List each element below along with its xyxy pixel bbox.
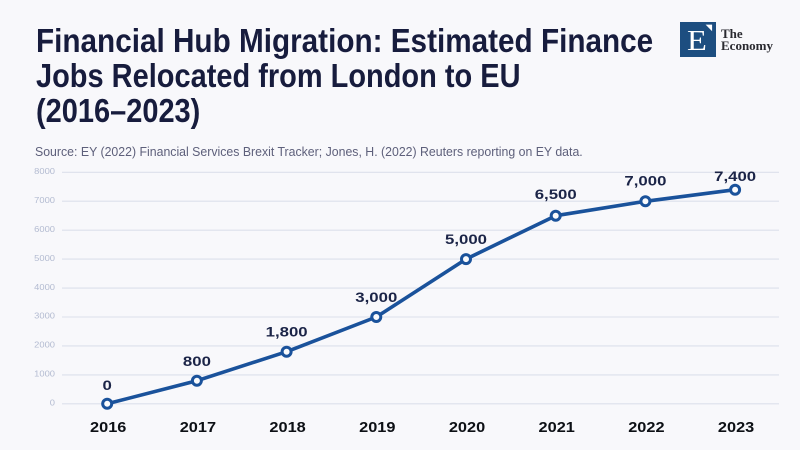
svg-text:2019: 2019 — [359, 419, 396, 435]
svg-text:7,000: 7,000 — [624, 174, 666, 189]
svg-text:2022: 2022 — [628, 419, 665, 435]
svg-text:3000: 3000 — [34, 311, 55, 321]
svg-text:2023: 2023 — [718, 419, 755, 435]
svg-text:1000: 1000 — [34, 369, 55, 379]
svg-text:7,400: 7,400 — [714, 169, 756, 184]
svg-text:800: 800 — [183, 354, 211, 369]
svg-text:7000: 7000 — [34, 195, 55, 205]
svg-text:5000: 5000 — [34, 253, 55, 263]
svg-text:0: 0 — [50, 398, 55, 408]
svg-text:0: 0 — [103, 378, 112, 393]
svg-text:4000: 4000 — [34, 282, 55, 292]
svg-text:2017: 2017 — [180, 419, 217, 435]
svg-text:6000: 6000 — [34, 224, 55, 234]
svg-text:1,800: 1,800 — [266, 325, 308, 340]
svg-text:2018: 2018 — [269, 419, 306, 435]
svg-text:5,000: 5,000 — [445, 232, 487, 247]
svg-text:2020: 2020 — [449, 419, 486, 435]
svg-text:2000: 2000 — [34, 340, 55, 350]
svg-text:3,000: 3,000 — [355, 290, 397, 305]
svg-text:8000: 8000 — [34, 166, 55, 176]
svg-text:2021: 2021 — [539, 419, 576, 435]
svg-text:2016: 2016 — [90, 419, 127, 435]
svg-text:6,500: 6,500 — [535, 187, 577, 202]
